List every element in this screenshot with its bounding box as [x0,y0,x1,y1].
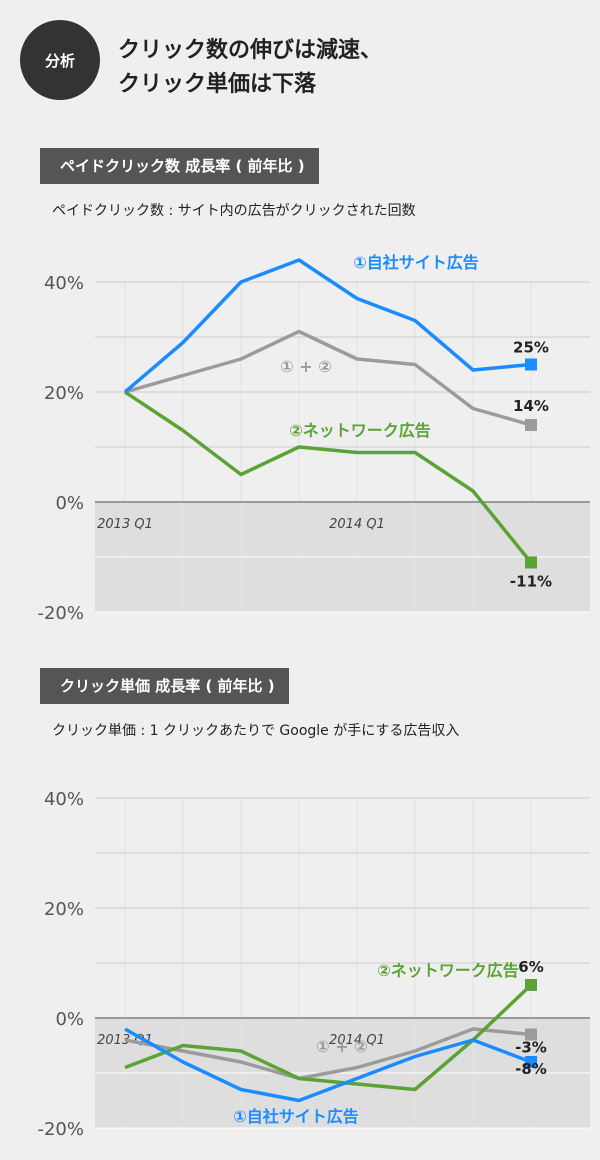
series-name-label-site: ①自社サイト広告 [233,1107,359,1126]
y-tick-label: 20% [44,383,84,404]
end-value-label-site: -8% [515,1060,547,1078]
page-title: クリック数の伸びは減速、 クリック単価は下落 [118,34,382,102]
series-name-label-combined: ① + ② [280,357,332,376]
y-tick-label: 40% [44,273,84,294]
y-tick-label: 20% [44,899,84,920]
end-marker-combined [525,1028,537,1041]
y-tick-label: 0% [55,1009,84,1030]
end-marker-site [525,358,537,371]
series-line-combined [124,329,532,427]
series-name-label-network: ②ネットワーク広告 [289,421,431,440]
x-tick-label: 2014 Q1 [329,517,385,532]
end-value-label-combined: 14% [513,397,549,415]
series-line-network [124,983,533,1092]
chart2-section-tab: クリック単価 成長率 ( 前年比 ) [40,668,289,704]
end-value-label-site: 25% [513,339,549,357]
series-name-label-site: ①自社サイト広告 [353,253,479,272]
chart1-section-tab: ペイドクリック数 成長率 ( 前年比 ) [40,148,319,184]
end-marker-site [525,1056,537,1068]
chart2-description: クリック単価 : 1 クリックあたりで Google が手にする広告収入 [52,723,460,739]
end-value-label-network: -11% [510,573,552,591]
series-name-label-combined: ① + ② [316,1037,368,1056]
end-marker-combined [525,419,537,431]
chart1-paid-clicks: 40% 20% 0% -20% 2013 Q1 2014 Q1 14% ① + ② -11% ②ネ… [37,253,590,624]
end-marker-network [525,556,537,569]
title-line-2: クリック単価は下落 [118,72,317,97]
analysis-badge: 分析 [20,20,100,100]
title-line-1: クリック数の伸びは減速、 [118,38,383,63]
x-tick-label: 2013 Q1 [97,517,153,532]
end-value-label-combined: -3% [515,1039,547,1057]
series-line-site [123,258,532,394]
page-header: 分析 クリック数の伸びは減速、 クリック単価は下落 [20,20,590,110]
chart1-description: ペイドクリック数 : サイト内の広告がクリックされた回数 [52,203,416,219]
y-tick-label: -20% [37,603,84,624]
y-tick-label: -20% [37,1119,84,1140]
end-marker-network [525,979,537,991]
series-line-combined [124,1027,532,1081]
chart2-cost-per-click: 40%20%0%-20%2013 Q1 2014 Q1 -3%① + ②6%②ネット… [37,789,590,1140]
x-tick-label: 2014 Q1 [329,1033,385,1048]
y-tick-label: 0% [55,493,84,514]
series-line-site [124,1027,532,1103]
end-value-label-network: 6% [518,958,543,976]
y-tick-label: 40% [44,789,84,810]
series-line-network [124,390,533,564]
series-name-label-network: ②ネットワーク広告 [377,961,519,980]
